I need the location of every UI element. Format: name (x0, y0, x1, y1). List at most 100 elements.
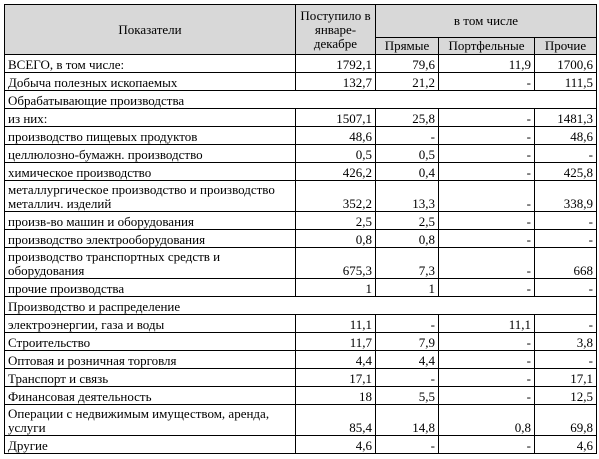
row-total: 17,1 (295, 368, 376, 387)
row-name: Добыча полезных ископаемых (4, 72, 296, 91)
header-indicator: Показатели (4, 4, 296, 55)
table-row: целлюлозно-бумажн. производство 0,5 0,5 … (4, 144, 597, 163)
row-total: 11,7 (295, 332, 376, 351)
row-total: 85,4 (295, 404, 376, 436)
row-total: 426,2 (295, 162, 376, 181)
row-portfolio: - (438, 229, 535, 248)
table-row: Добыча полезных ископаемых 132,7 21,2 - … (4, 72, 597, 91)
table-row: Транспорт и связь 17,1 - - 17,1 (4, 368, 597, 387)
row-portfolio: 0,8 (438, 404, 535, 436)
row-other: 1481,3 (534, 108, 597, 127)
row-direct: 13,3 (375, 180, 439, 212)
row-portfolio: - (438, 435, 535, 454)
table-row: Другие 4,6 - - 4,6 (4, 435, 597, 454)
row-name: металлургическое производство и производ… (4, 180, 296, 212)
table-row: Строительство 11,7 7,9 - 3,8 (4, 332, 597, 351)
row-portfolio: - (438, 247, 535, 279)
row-total: 1507,1 (295, 108, 376, 127)
table-row: из них: 1507,1 25,8 - 1481,3 (4, 108, 597, 127)
row-direct: - (375, 435, 439, 454)
row-name: химическое производство (4, 162, 296, 181)
row-total: 4,4 (295, 350, 376, 369)
row-other: 668 (534, 247, 597, 279)
header-portfolio: Портфельные (438, 37, 535, 55)
table-row: Обрабатывающие производства (4, 90, 597, 109)
row-other: 338,9 (534, 180, 597, 212)
row-direct: 79,6 (375, 54, 439, 73)
row-portfolio: - (438, 332, 535, 351)
row-direct: 7,9 (375, 332, 439, 351)
header-direct: Прямые (375, 37, 439, 55)
table-row: электроэнергии, газа и воды 11,1 - 11,1 … (4, 314, 597, 333)
table-row: произв-во машин и оборудования 2,5 2,5 -… (4, 211, 597, 230)
row-other: - (534, 350, 597, 369)
header-including: в том числе (375, 4, 597, 38)
row-name: Транспорт и связь (4, 368, 296, 387)
header-other: Прочие (534, 37, 597, 55)
row-total: 675,3 (295, 247, 376, 279)
row-other: 17,1 (534, 368, 597, 387)
row-portfolio: - (438, 72, 535, 91)
header-received: Поступило в январе-декабре (295, 4, 376, 55)
table-row: производство электрооборудования 0,8 0,8… (4, 229, 597, 248)
row-direct: 2,5 (375, 211, 439, 230)
row-name: Строительство (4, 332, 296, 351)
table-row: металлургическое производство и производ… (4, 180, 597, 212)
table-row: Оптовая и розничная торговля 4,4 4,4 - - (4, 350, 597, 369)
row-total: 48,6 (295, 126, 376, 145)
row-portfolio: - (438, 162, 535, 181)
row-name: произв-во машин и оборудования (4, 211, 296, 230)
row-total: 1 (295, 278, 376, 297)
row-portfolio: - (438, 368, 535, 387)
row-portfolio: - (438, 126, 535, 145)
table-row: химическое производство 426,2 0,4 - 425,… (4, 162, 597, 181)
row-direct: 21,2 (375, 72, 439, 91)
row-other: 1700,6 (534, 54, 597, 73)
row-portfolio: 11,9 (438, 54, 535, 73)
table-row: прочие производства 1 1 - - (4, 278, 597, 297)
row-other: - (534, 278, 597, 297)
row-other: - (534, 229, 597, 248)
row-total: 11,1 (295, 314, 376, 333)
row-name: Финансовая деятельность (4, 386, 296, 405)
row-name: производство электрооборудования (4, 229, 296, 248)
row-total: 18 (295, 386, 376, 405)
row-name: производство транспортных средств и обор… (4, 247, 296, 279)
row-name: Оптовая и розничная торговля (4, 350, 296, 369)
row-direct: 1 (375, 278, 439, 297)
row-total: 132,7 (295, 72, 376, 91)
row-other: 69,8 (534, 404, 597, 436)
row-portfolio: - (438, 386, 535, 405)
row-total: 4,6 (295, 435, 376, 454)
row-other: 48,6 (534, 126, 597, 145)
row-total: 2,5 (295, 211, 376, 230)
row-other: 3,8 (534, 332, 597, 351)
row-name: из них: (4, 108, 296, 127)
row-other: - (534, 314, 597, 333)
row-other: 12,5 (534, 386, 597, 405)
row-total: 0,5 (295, 144, 376, 163)
row-other: - (534, 211, 597, 230)
row-total: 1792,1 (295, 54, 376, 73)
row-direct: - (375, 368, 439, 387)
row-name: прочие производства (4, 278, 296, 297)
row-direct: - (375, 314, 439, 333)
row-portfolio: - (438, 278, 535, 297)
row-portfolio: - (438, 108, 535, 127)
table-row: ВСЕГО, в том числе: 1792,1 79,6 11,9 170… (4, 54, 597, 73)
row-name: Операции с недвижимым имуществом, аренда… (4, 404, 296, 436)
row-direct: 0,5 (375, 144, 439, 163)
row-name: целлюлозно-бумажн. производство (4, 144, 296, 163)
table-row: Операции с недвижимым имуществом, аренда… (4, 404, 597, 436)
row-name: Другие (4, 435, 296, 454)
row-name: электроэнергии, газа и воды (4, 314, 296, 333)
row-direct: 14,8 (375, 404, 439, 436)
row-portfolio: - (438, 144, 535, 163)
row-direct: 5,5 (375, 386, 439, 405)
row-direct: 4,4 (375, 350, 439, 369)
row-name: Производство и распределение (4, 296, 597, 315)
row-name: Обрабатывающие производства (4, 90, 597, 109)
row-portfolio: - (438, 180, 535, 212)
table-row: Производство и распределение (4, 296, 597, 315)
table-row: производство транспортных средств и обор… (4, 247, 597, 279)
